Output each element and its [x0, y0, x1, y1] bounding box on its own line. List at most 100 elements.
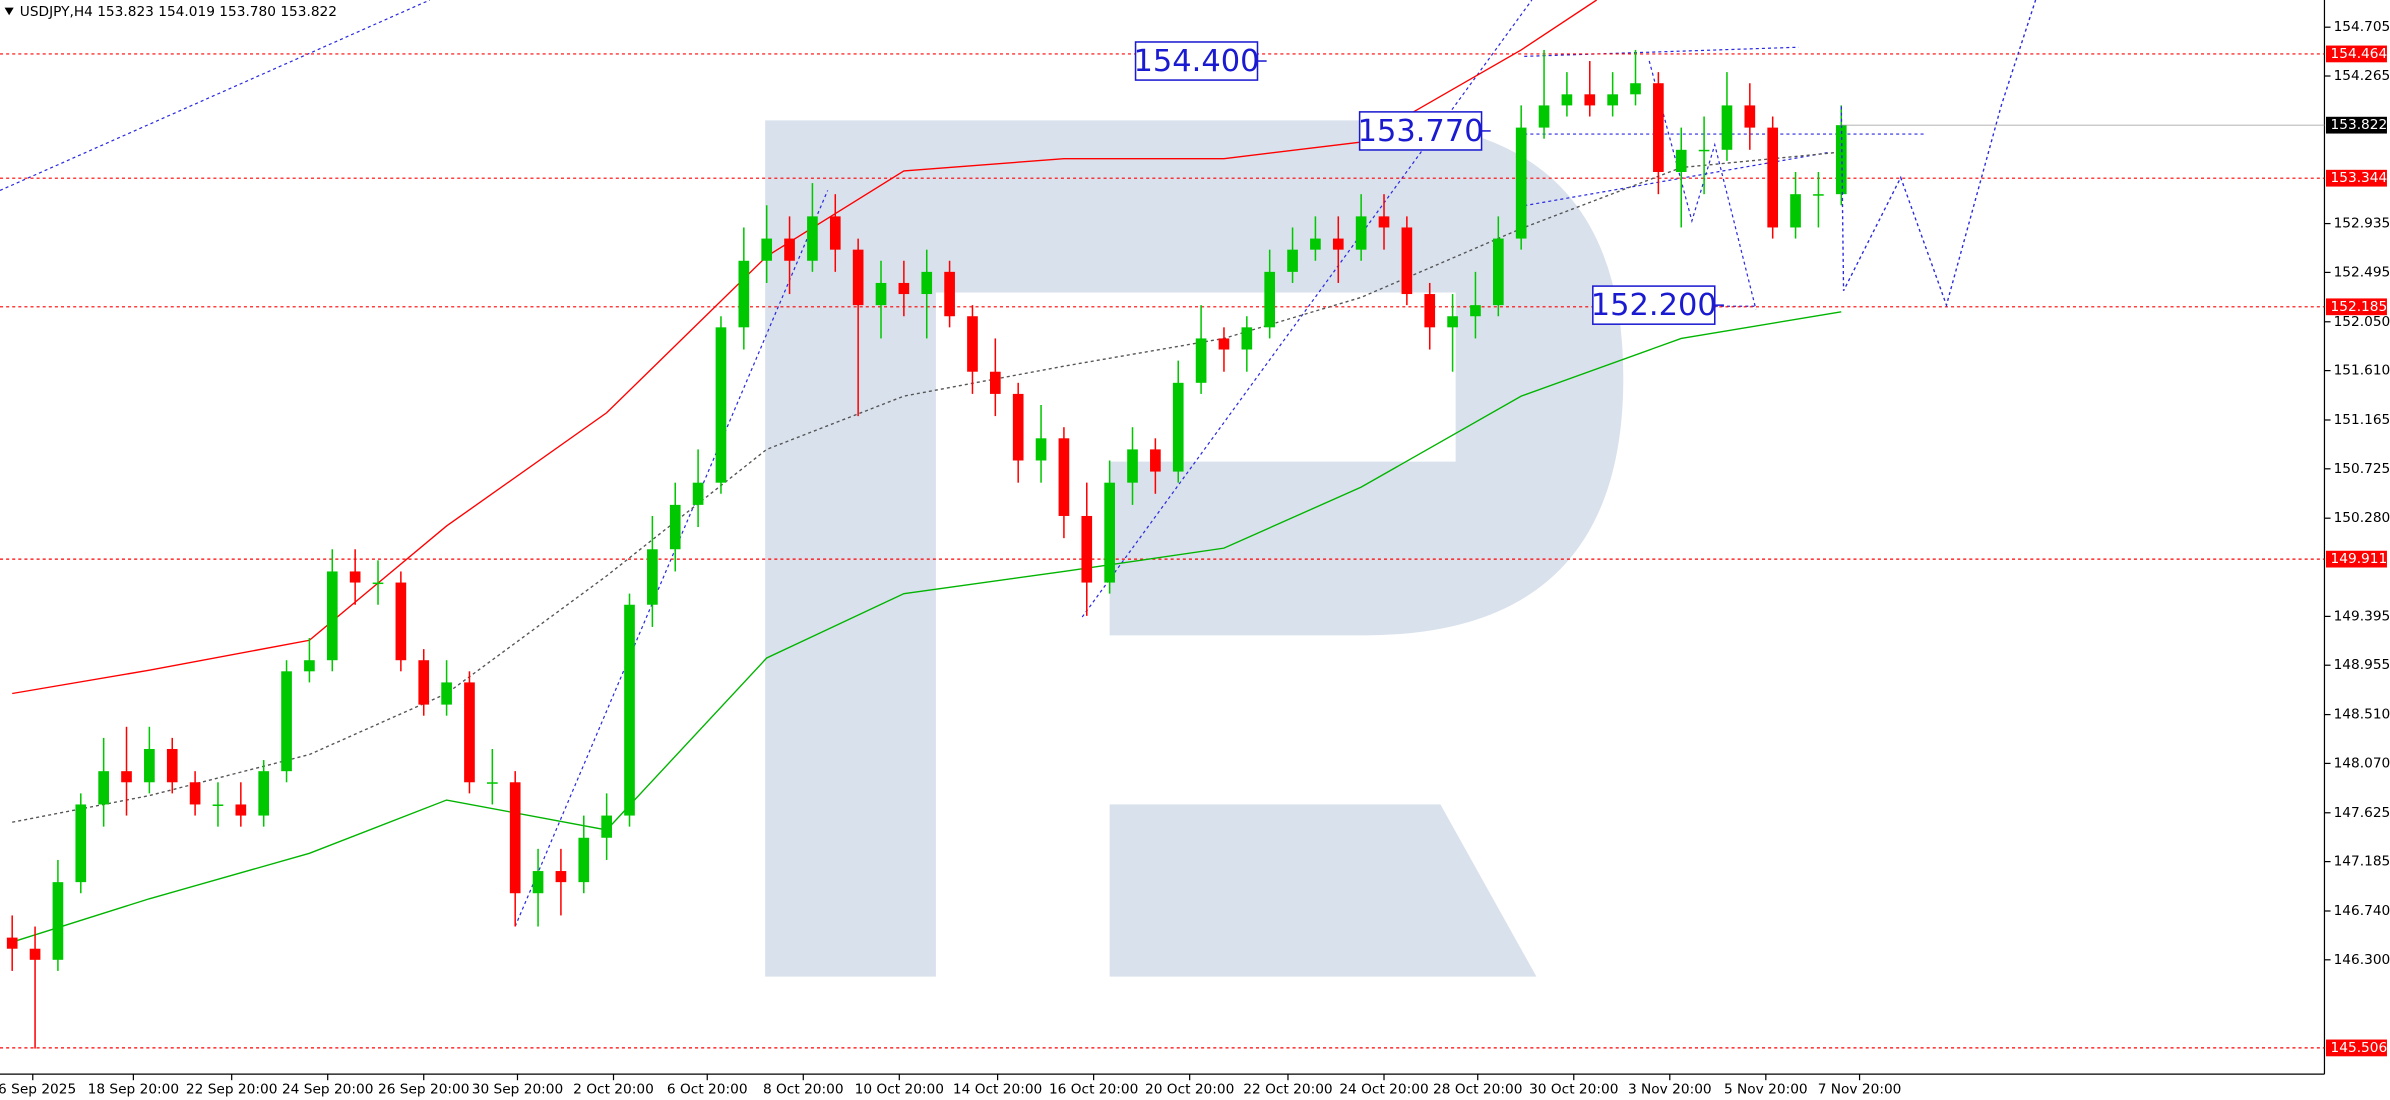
candle-body: [235, 804, 247, 816]
candle-body: [304, 660, 315, 672]
candle-body: [1012, 393, 1024, 461]
y-tick-label: 150.280: [2334, 510, 2390, 526]
candle-body: [555, 871, 567, 883]
candle-body: [601, 815, 612, 838]
y-tick-label: 149.395: [2334, 608, 2390, 624]
y-tick-label: 148.955: [2334, 657, 2390, 673]
candle-body: [692, 482, 704, 505]
x-tick-label: 14 Oct 20:00: [953, 1081, 1042, 1097]
candle-body: [921, 271, 933, 295]
candle-body: [1561, 94, 1573, 106]
candle-body: [967, 316, 978, 372]
candle-body: [784, 238, 795, 261]
indicator-line: [11, 311, 1842, 943]
candle-body: [1515, 127, 1527, 239]
y-tick-label: 151.610: [2334, 363, 2390, 379]
candle-body: [1058, 438, 1070, 516]
x-tick-label: 20 Oct 20:00: [1145, 1081, 1234, 1097]
y-tick-label: 151.165: [2334, 412, 2390, 428]
candle-body: [1150, 449, 1161, 472]
forecast-line: [1840, 0, 2037, 308]
candle-body: [52, 882, 64, 960]
x-tick-label: 22 Oct 20:00: [1243, 1081, 1332, 1097]
candle-body: [715, 327, 727, 483]
x-tick-label: 30 Oct 20:00: [1529, 1081, 1618, 1097]
watermark-leg: [1109, 804, 1537, 977]
x-tick-label: 8 Oct 20:00: [763, 1081, 844, 1097]
candle-body: [738, 260, 750, 328]
candle-body: [395, 582, 407, 661]
x-tick-label: 16 Sep 2025: [0, 1081, 76, 1097]
candle-body: [1241, 327, 1253, 350]
candle-body: [647, 549, 658, 605]
y-tick-label: 148.070: [2334, 755, 2390, 771]
candle-body: [1767, 127, 1779, 228]
candle-body: [98, 771, 109, 805]
candle-body: [578, 837, 590, 883]
last-price-label: 153.822: [2331, 117, 2388, 133]
y-tick-label: 146.740: [2334, 903, 2390, 919]
candle-body: [1675, 149, 1687, 172]
annotation-label: 153.770: [1358, 114, 1484, 149]
x-tick-label: 7 Nov 20:00: [1818, 1081, 1902, 1097]
candle-body: [624, 604, 635, 816]
y-tick-label: 148.510: [2334, 707, 2390, 723]
trendline: [1524, 151, 1830, 207]
candle-body: [532, 871, 544, 894]
candle-body: [1607, 94, 1618, 106]
candle-body: [1698, 149, 1710, 152]
x-tick-label: 5 Nov 20:00: [1724, 1081, 1808, 1097]
annotation-label: 154.400: [1134, 44, 1260, 79]
candle-body: [258, 771, 270, 816]
annotation-label: 152.200: [1591, 288, 1717, 323]
candle-body: [1035, 438, 1047, 461]
candle-body: [349, 571, 361, 583]
candle-body: [6, 937, 18, 949]
candle-body: [1538, 105, 1550, 128]
level-label-box: [2325, 298, 2387, 316]
watermark: [765, 120, 1624, 977]
candle-body: [1653, 83, 1664, 172]
candle-body: [1104, 482, 1115, 583]
candle-body: [1447, 316, 1458, 328]
x-tick-label: 26 Sep 20:00: [378, 1081, 469, 1097]
level-label: 149.911: [2331, 551, 2388, 567]
x-tick-label: 10 Oct 20:00: [855, 1081, 944, 1097]
y-tick-label: 150.725: [2334, 461, 2390, 477]
candle-body: [372, 582, 384, 585]
candle-body: [1355, 216, 1367, 250]
candle-body: [75, 804, 87, 883]
candle-body: [1744, 105, 1756, 128]
candle-body: [1721, 105, 1733, 150]
candle-body: [1584, 94, 1596, 106]
trendline: [1648, 60, 1757, 310]
candle-body: [1081, 515, 1093, 583]
candle-body: [166, 748, 178, 783]
menu-arrow[interactable]: [4, 7, 14, 16]
x-tick-label: 16 Oct 20:00: [1049, 1081, 1138, 1097]
x-tick-label: 30 Sep 20:00: [472, 1081, 563, 1097]
candle-body: [441, 682, 452, 705]
chart-title: USDJPY,H4 153.823 154.019 153.780 153.82…: [20, 4, 337, 20]
trendline: [514, 190, 829, 927]
candle-body: [1218, 338, 1230, 350]
candle-body: [189, 782, 201, 805]
candle-body: [989, 371, 1001, 394]
candle-body: [669, 504, 681, 550]
y-tick-label: 154.265: [2334, 68, 2390, 84]
candle-body: [1127, 449, 1138, 483]
candle-body: [1424, 294, 1436, 328]
level-label: 145.506: [2331, 1040, 2388, 1056]
trendline: [1081, 0, 1533, 618]
candle-body: [1401, 227, 1413, 295]
candle-body: [418, 660, 430, 705]
candle-body: [898, 282, 910, 295]
trendline: [0, 0, 431, 192]
watermark-bowl: [765, 120, 1624, 977]
candle-body: [1470, 305, 1481, 317]
annotation-box: [1592, 285, 1716, 325]
candle-body: [1492, 238, 1504, 306]
candle-body: [509, 782, 521, 894]
x-tick-label: 18 Sep 20:00: [88, 1081, 179, 1097]
